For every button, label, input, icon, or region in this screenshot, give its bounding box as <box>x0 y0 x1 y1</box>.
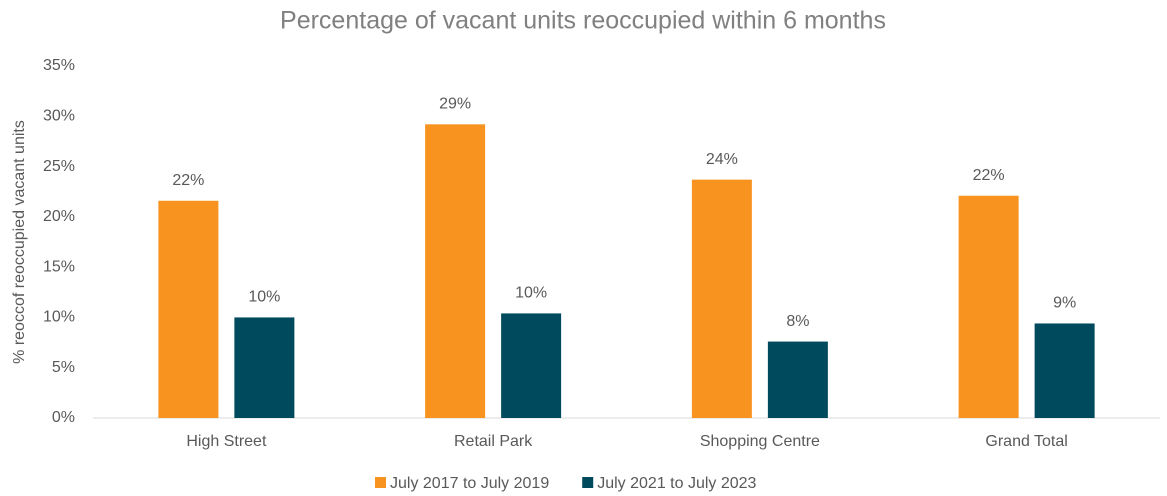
legend-label: July 2021 to July 2023 <box>597 475 756 492</box>
value-label: 22% <box>973 167 1005 184</box>
x-tick-label: Grand Total <box>985 433 1067 450</box>
bar <box>425 124 486 419</box>
bar <box>1034 323 1095 418</box>
value-label: 10% <box>248 289 280 306</box>
x-tick-label: High Street <box>186 433 267 450</box>
y-tick-label: 5% <box>52 359 75 376</box>
legend-swatch <box>582 477 594 488</box>
chart-title: Percentage of vacant units reoccupied wi… <box>280 7 886 35</box>
legend-swatch <box>375 477 386 488</box>
value-label: 29% <box>439 96 471 113</box>
legend-label: July 2017 to July 2019 <box>390 475 549 492</box>
y-tick-label: 15% <box>43 258 75 275</box>
y-tick-label: 20% <box>43 208 75 225</box>
bar <box>501 313 562 418</box>
bar <box>691 179 752 418</box>
y-tick-label: 10% <box>43 309 75 326</box>
bar <box>958 195 1019 418</box>
x-tick-label: Shopping Centre <box>700 433 820 450</box>
value-label: 22% <box>172 172 204 189</box>
y-tick-label: 0% <box>52 409 75 426</box>
value-label: 9% <box>1053 295 1076 312</box>
y-tick-label: 25% <box>43 158 75 175</box>
x-tick-label: Retail Park <box>454 433 533 450</box>
value-label: 8% <box>786 313 809 330</box>
value-label: 24% <box>706 151 738 168</box>
y-tick-label: 30% <box>43 108 75 125</box>
bar <box>234 317 295 418</box>
value-label: 10% <box>515 285 547 302</box>
y-axis-label: % reoccof reoccupied vacant units <box>11 120 28 364</box>
bar <box>158 200 219 418</box>
y-tick-label: 35% <box>43 57 75 74</box>
bar <box>767 341 828 418</box>
